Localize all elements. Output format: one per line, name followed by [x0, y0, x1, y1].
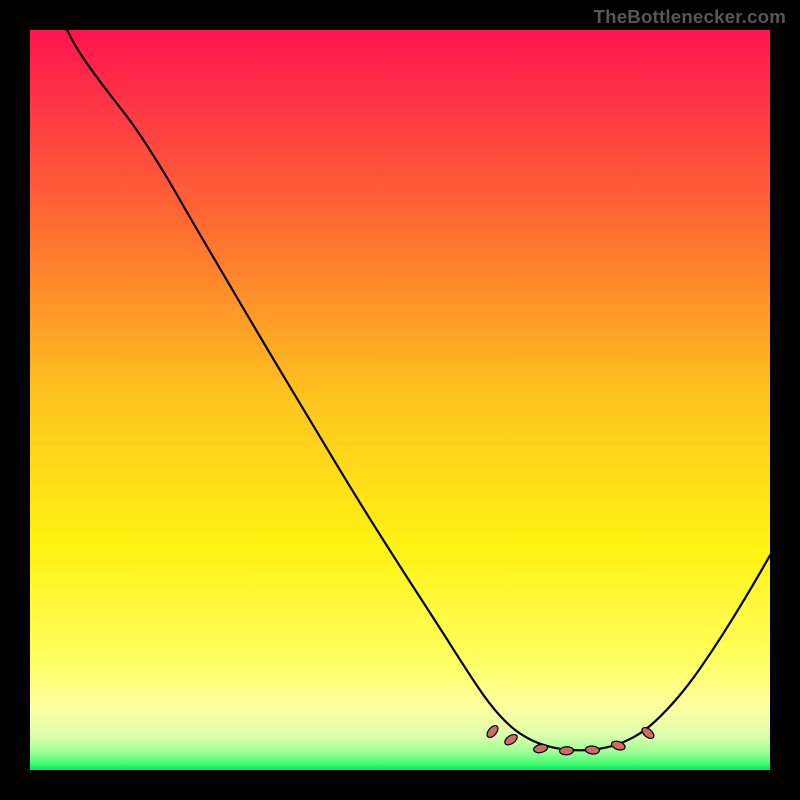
bottleneck-curve-chart — [30, 30, 770, 770]
chart-container: TheBottlenecker.com — [0, 0, 800, 800]
plot-area — [30, 30, 770, 770]
attribution-label: TheBottlenecker.com — [594, 6, 787, 28]
valley-marker — [559, 746, 573, 755]
gradient-background — [30, 30, 770, 770]
